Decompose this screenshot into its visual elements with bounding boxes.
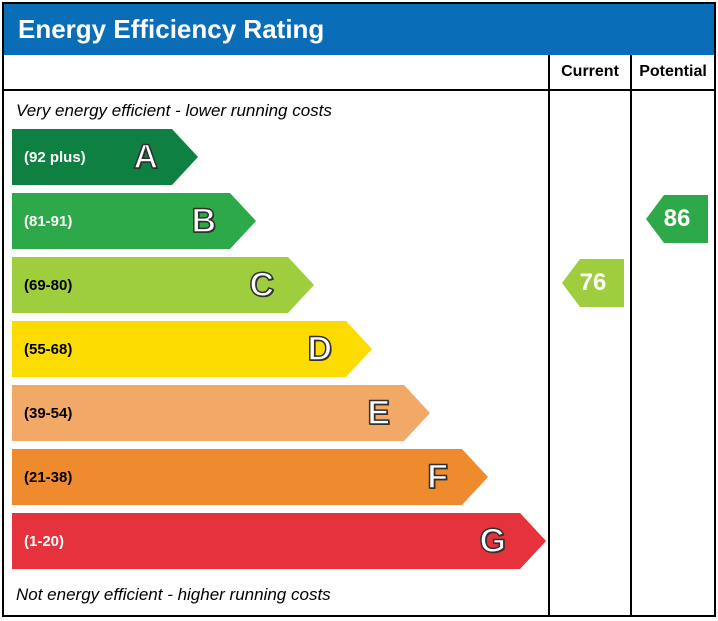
potential-rating-value: 86 <box>664 205 691 233</box>
band-arrow-b <box>230 193 256 249</box>
band-arrow-f <box>462 449 488 505</box>
band-bar-d: (55-68) D <box>12 321 346 377</box>
band-range-a: (92 plus) <box>24 149 86 166</box>
band-bar-a: (92 plus) A <box>12 129 172 185</box>
band-row-g: (1-20) G <box>12 513 548 569</box>
band-bar-g: (1-20) G <box>12 513 520 569</box>
epc-chart: Energy Efficiency Rating Current Potenti… <box>2 2 716 617</box>
band-range-g: (1-20) <box>24 533 64 550</box>
band-arrow-e <box>404 385 430 441</box>
band-arrow-c <box>288 257 314 313</box>
header-spacer <box>4 55 550 89</box>
caption-efficient: Very energy efficient - lower running co… <box>12 97 548 129</box>
band-range-d: (55-68) <box>24 341 72 358</box>
band-arrow-d <box>346 321 372 377</box>
potential-rating-marker: 86 <box>646 195 708 243</box>
caption-inefficient: Not energy efficient - higher running co… <box>12 577 548 609</box>
bands-area: Very energy efficient - lower running co… <box>4 91 550 615</box>
band-letter-a: A <box>133 138 158 177</box>
band-range-b: (81-91) <box>24 213 72 230</box>
band-arrow-a <box>172 129 198 185</box>
band-letter-d: D <box>307 330 332 369</box>
band-range-f: (21-38) <box>24 469 72 486</box>
header-potential: Potential <box>632 55 714 89</box>
band-bar-f: (21-38) F <box>12 449 462 505</box>
header-current: Current <box>550 55 632 89</box>
band-row-d: (55-68) D <box>12 321 548 377</box>
band-letter-f: F <box>427 458 448 497</box>
band-bar-e: (39-54) E <box>12 385 404 441</box>
chart-title: Energy Efficiency Rating <box>4 4 714 55</box>
band-letter-g: G <box>480 522 506 561</box>
band-row-b: (81-91) B <box>12 193 548 249</box>
current-rating-marker: 76 <box>562 259 624 307</box>
band-row-a: (92 plus) A <box>12 129 548 185</box>
band-letter-b: B <box>191 202 216 241</box>
column-potential: 86 <box>632 91 714 615</box>
band-row-f: (21-38) F <box>12 449 548 505</box>
band-letter-e: E <box>367 394 390 433</box>
band-range-e: (39-54) <box>24 405 72 422</box>
band-row-e: (39-54) E <box>12 385 548 441</box>
current-rating-value: 76 <box>580 269 607 297</box>
band-bar-c: (69-80) C <box>12 257 288 313</box>
chart-body: Very energy efficient - lower running co… <box>4 91 714 615</box>
band-range-c: (69-80) <box>24 277 72 294</box>
header-row: Current Potential <box>4 55 714 91</box>
band-arrow-g <box>520 513 546 569</box>
band-row-c: (69-80) C <box>12 257 548 313</box>
column-current: 76 <box>550 91 632 615</box>
band-letter-c: C <box>249 266 274 305</box>
band-bar-b: (81-91) B <box>12 193 230 249</box>
